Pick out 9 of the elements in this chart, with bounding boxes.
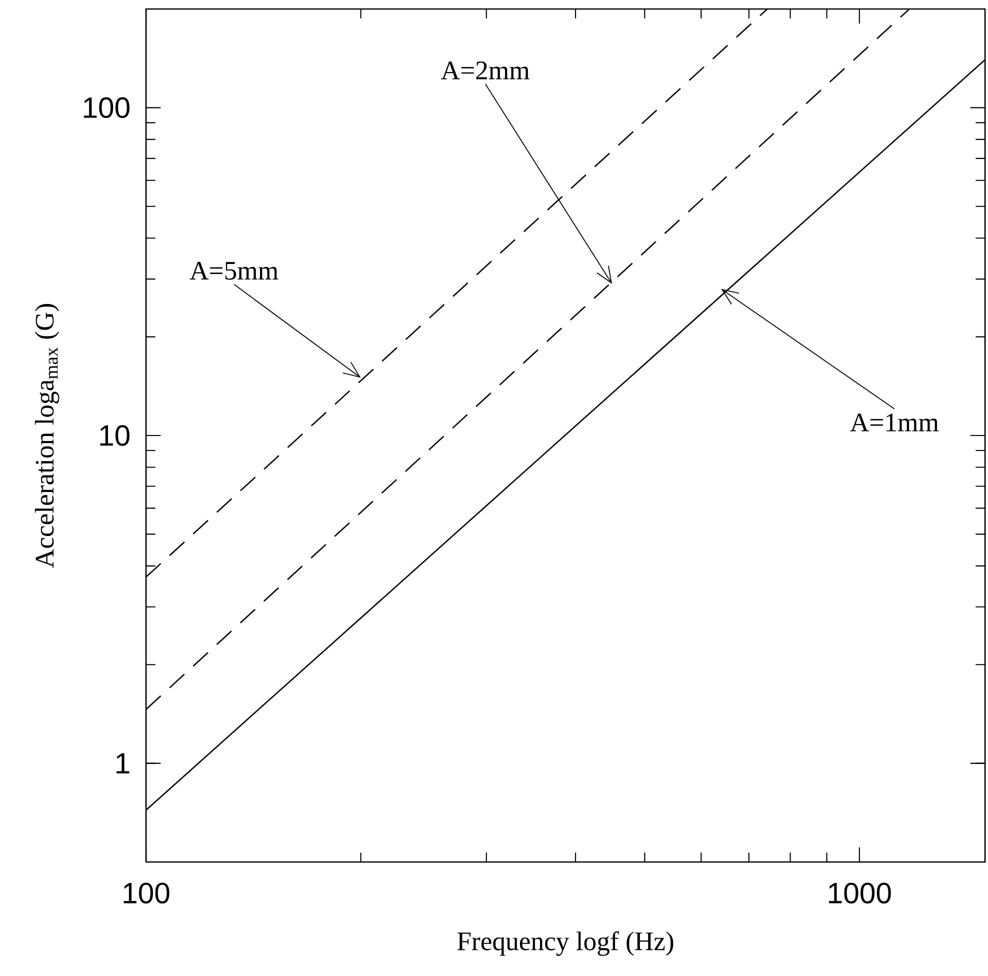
x-axis-title: Frequency logf (Hz): [457, 931, 674, 956]
y-tick-label: 100: [84, 97, 130, 118]
annotation: A=1mm: [850, 414, 939, 432]
y-tick-label: 1: [116, 753, 130, 774]
y-tick-label: 10: [100, 425, 130, 446]
x-tick-label: 1000: [829, 882, 891, 904]
y-axis-title: Acceleration loga$_{max}$ (G): [34, 304, 60, 568]
annotation: A=5mm: [190, 262, 278, 280]
annotation: A=2mm: [441, 62, 530, 80]
